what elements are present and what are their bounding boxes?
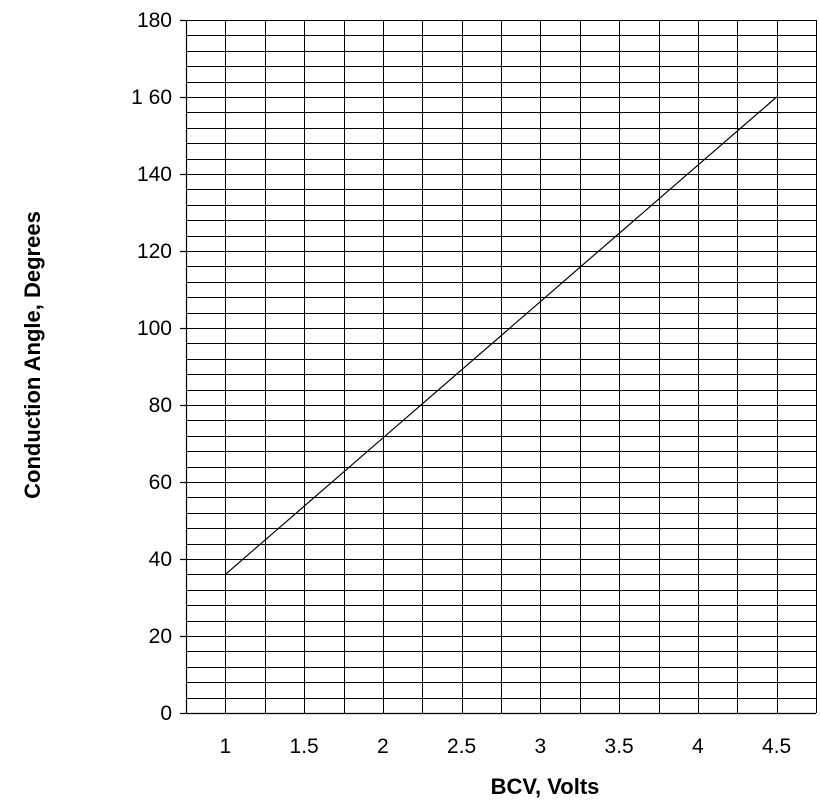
y-tick-label: 100 bbox=[137, 317, 172, 340]
y-tick-label: 1 60 bbox=[131, 86, 172, 109]
x-tick-label: 3.5 bbox=[605, 735, 634, 758]
y-tick-label: 0 bbox=[160, 702, 172, 725]
grid bbox=[186, 20, 817, 713]
y-tick-label: 60 bbox=[149, 471, 172, 494]
series-line bbox=[225, 96, 777, 575]
tick-labels: 0 20 40 60 80 100 120 140 1 60 180 1 1.5 2 2.5 3 3.5 4 4.… bbox=[131, 9, 791, 758]
y-tick-label: 80 bbox=[149, 394, 172, 417]
y-tick-label: 20 bbox=[149, 625, 172, 648]
series bbox=[225, 96, 777, 575]
x-tick-label: 2 bbox=[377, 735, 389, 758]
x-tick-label: 3 bbox=[535, 735, 547, 758]
y-axis-title: Conduction Angle, Degrees bbox=[20, 211, 45, 499]
x-tick-label: 4 bbox=[692, 735, 704, 758]
x-tick-label: 1.5 bbox=[290, 735, 319, 758]
y-tick-label: 180 bbox=[137, 9, 172, 32]
x-tick-label: 2.5 bbox=[447, 735, 476, 758]
y-tick-label: 120 bbox=[137, 240, 172, 263]
x-tick-label: 4.5 bbox=[762, 735, 791, 758]
axes bbox=[180, 19, 816, 715]
y-tick-label: 40 bbox=[149, 548, 172, 571]
x-tick-label: 1 bbox=[220, 735, 232, 758]
y-tick-label: 140 bbox=[137, 163, 172, 186]
x-axis-title: BCV, Volts bbox=[491, 774, 600, 799]
